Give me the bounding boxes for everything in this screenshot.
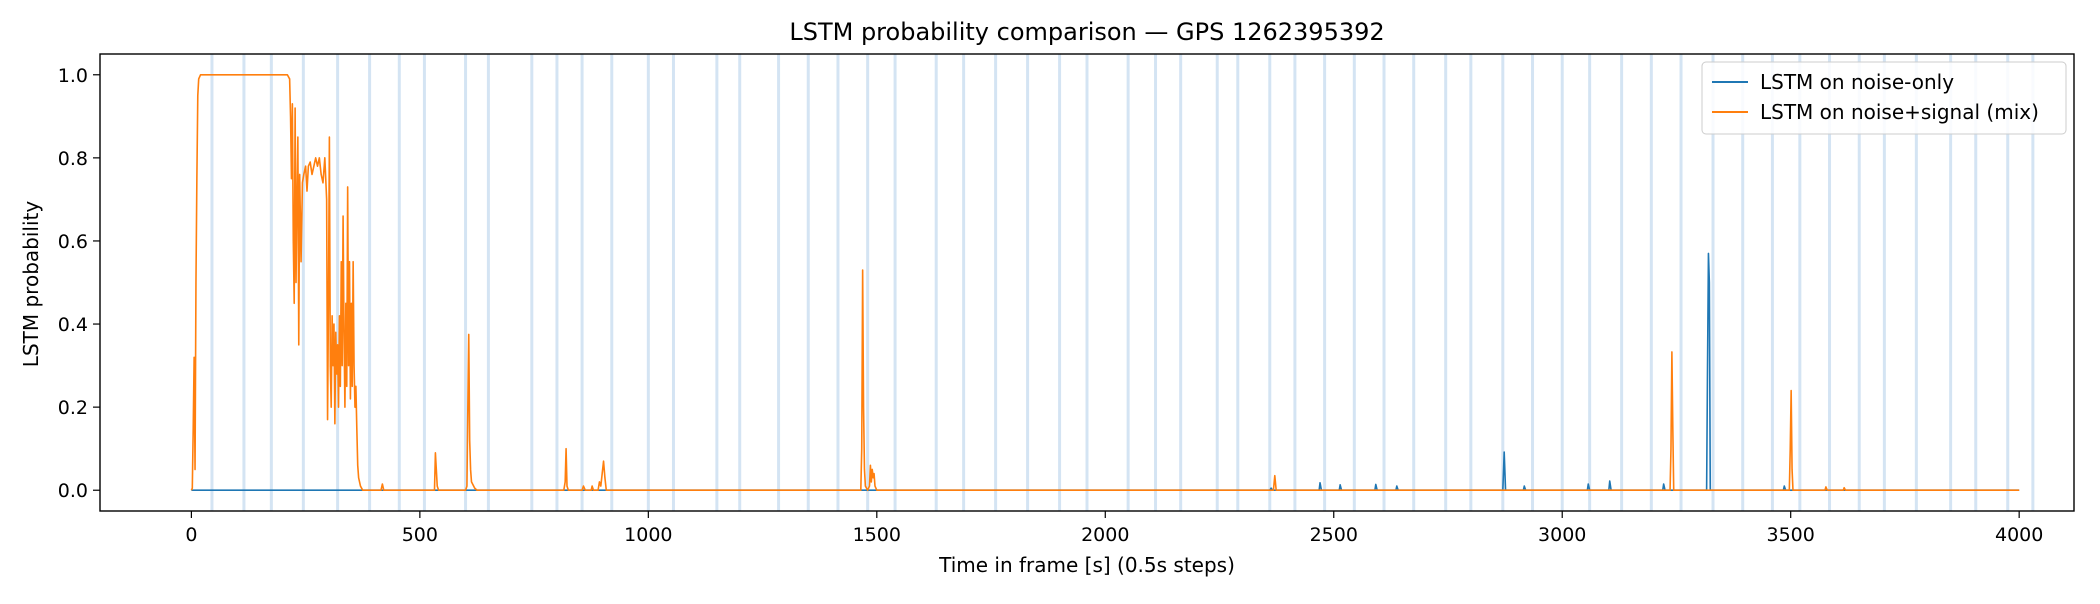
- y-tick-label: 0.4: [58, 314, 88, 336]
- y-tick-label: 0.2: [58, 397, 88, 419]
- legend-box: [1701, 61, 2067, 135]
- legend-label-2: LSTM on noise+signal (mix): [1760, 100, 2039, 124]
- y-tick-label: 1.0: [58, 65, 88, 87]
- x-tick-label: 1000: [624, 524, 672, 546]
- x-tick-label: 4000: [1995, 524, 2043, 546]
- x-tick-label: 1500: [853, 524, 901, 546]
- chart-title: LSTM probability comparison — GPS 126239…: [789, 18, 1384, 46]
- y-tick-label: 0.6: [58, 231, 88, 253]
- y-tick-label: 0.8: [58, 148, 88, 170]
- y-axis-ticks: 0.0 0.2 0.4 0.6 0.8 1.0: [58, 65, 100, 502]
- y-axis-label: LSTM probability: [19, 201, 43, 368]
- legend-label-1: LSTM on noise-only: [1760, 70, 1954, 94]
- x-axis-ticks: 0 500 1000 1500 2000 2500 3000 3500 4000: [185, 511, 2043, 546]
- x-tick-label: 2000: [1081, 524, 1129, 546]
- series-line-2: [190, 73, 2020, 492]
- x-tick-label: 500: [402, 524, 438, 546]
- legend: LSTM on noise-only LSTM on noise+signal (…: [1701, 61, 2067, 135]
- plot-frame: [99, 53, 2075, 512]
- x-tick-label: 3000: [1538, 524, 1586, 546]
- x-tick-label: 3500: [1767, 524, 1815, 546]
- x-tick-label: 2500: [1310, 524, 1358, 546]
- y-tick-label: 0.0: [58, 480, 88, 502]
- x-tick-label: 0: [185, 524, 197, 546]
- x-axis-label: Time in frame [s] (0.5s steps): [938, 553, 1235, 577]
- series-lines: [190, 73, 2020, 492]
